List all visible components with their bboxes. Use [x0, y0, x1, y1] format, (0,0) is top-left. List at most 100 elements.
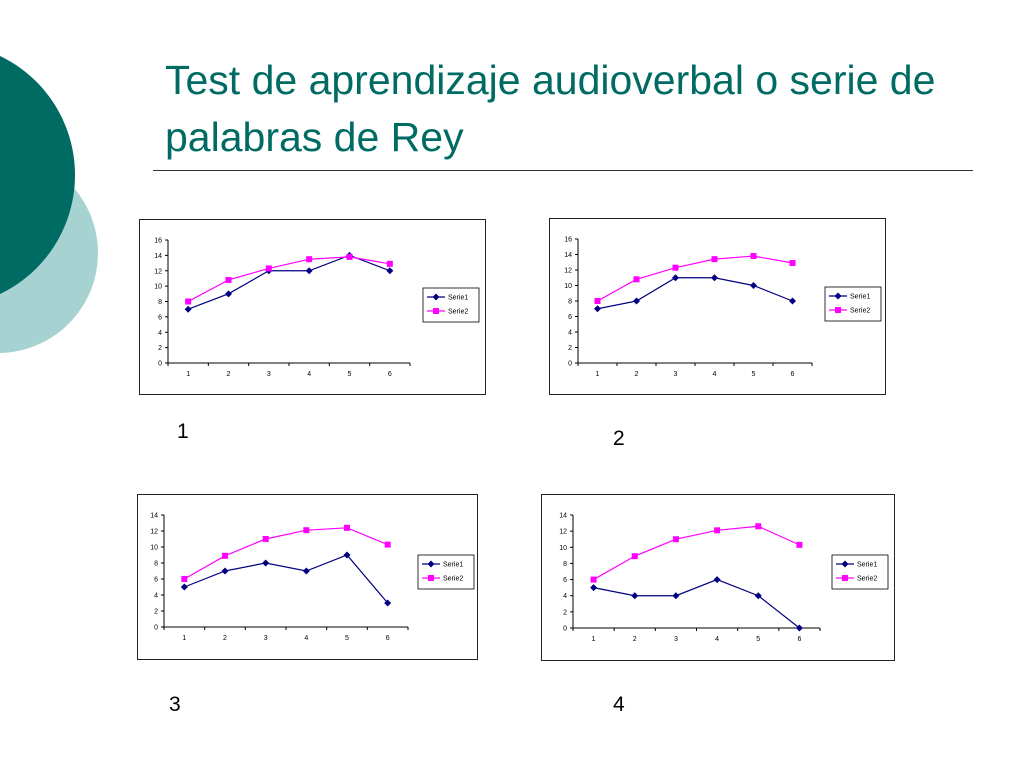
- x-tick-label: 4: [304, 635, 308, 642]
- data-point-serie1: [225, 290, 232, 298]
- title-divider: [153, 170, 973, 171]
- data-point-serie1: [672, 592, 680, 600]
- data-point-serie2: [306, 256, 313, 263]
- x-tick-label: 5: [752, 371, 756, 378]
- x-tick-label: 1: [596, 371, 600, 378]
- chart-3: 0 2 4 6 8 10 12 14 1 2 3 4 5 6 Serie1 Serie2: [137, 494, 478, 660]
- y-tick-label: 10: [559, 545, 567, 552]
- data-point-serie2: [789, 260, 796, 267]
- x-tick-label: 3: [674, 371, 678, 378]
- data-point-serie2: [262, 536, 269, 542]
- data-point-serie1: [754, 592, 762, 600]
- x-tick-label: 1: [186, 371, 190, 378]
- y-tick-label: 16: [154, 238, 162, 245]
- legend-swatch-marker: [835, 307, 841, 313]
- y-tick-label: 0: [158, 361, 162, 368]
- series-line-serie1: [597, 277, 793, 310]
- slide-title: Test de aprendizaje audioverbal o serie …: [165, 57, 936, 160]
- data-point-serie2: [711, 256, 718, 263]
- data-point-serie1: [672, 274, 679, 282]
- x-tick-label: 1: [182, 635, 186, 642]
- legend-swatch-marker: [841, 560, 849, 568]
- y-tick-label: 8: [158, 299, 162, 306]
- data-point-serie1: [795, 624, 803, 632]
- legend-swatch-marker: [433, 308, 439, 314]
- legend-label: Serie1: [448, 295, 468, 302]
- data-point-serie2: [185, 298, 192, 305]
- legend-label: Serie1: [443, 562, 463, 569]
- legend-box: [422, 287, 480, 323]
- caption-1: 1: [177, 420, 189, 443]
- y-tick-label: 0: [154, 625, 158, 632]
- data-point-serie1: [789, 297, 796, 305]
- data-point-serie1: [221, 567, 229, 575]
- y-tick-label: 14: [154, 253, 162, 260]
- series-line-serie2: [597, 255, 793, 302]
- legend-swatch-marker: [428, 575, 434, 581]
- x-tick-label: 5: [345, 635, 349, 642]
- data-point-serie2: [750, 253, 757, 260]
- x-tick-label: 6: [791, 371, 795, 378]
- data-point-serie2: [672, 536, 679, 543]
- y-tick-label: 12: [559, 529, 567, 536]
- data-point-serie1: [302, 567, 310, 575]
- x-tick-label: 2: [635, 371, 639, 378]
- data-point-serie1: [750, 282, 757, 289]
- data-point-serie2: [344, 524, 350, 531]
- data-point-serie1: [305, 267, 313, 275]
- legend-label: Serie2: [448, 309, 468, 316]
- series-line-serie2: [184, 527, 388, 580]
- data-point-serie2: [386, 260, 393, 267]
- y-tick-label: 2: [568, 345, 572, 352]
- data-point-serie2: [265, 265, 272, 272]
- data-point-serie1: [386, 267, 394, 275]
- data-point-serie2: [222, 552, 228, 559]
- y-tick-label: 6: [154, 577, 158, 584]
- data-point-serie1: [262, 559, 270, 567]
- data-point-serie2: [755, 523, 762, 530]
- data-point-serie2: [181, 576, 188, 582]
- data-point-serie1: [590, 584, 598, 592]
- data-point-serie1: [713, 576, 721, 584]
- y-tick-label: 0: [563, 626, 567, 633]
- data-point-serie1: [711, 274, 718, 282]
- y-tick-label: 0: [568, 361, 572, 368]
- y-tick-label: 8: [563, 561, 567, 568]
- y-tick-label: 6: [158, 314, 162, 321]
- x-tick-label: 3: [674, 636, 678, 643]
- y-tick-label: 12: [154, 268, 162, 275]
- x-tick-label: 1: [592, 636, 596, 643]
- y-tick-label: 4: [568, 330, 572, 337]
- x-tick-label: 2: [227, 371, 231, 378]
- decorative-circles: [0, 55, 98, 353]
- series-line-serie2: [593, 525, 800, 581]
- data-point-serie1: [184, 305, 192, 313]
- y-tick-label: 8: [154, 561, 158, 568]
- x-tick-label: 6: [388, 371, 392, 378]
- legend-label: Serie2: [857, 576, 877, 583]
- y-tick-label: 6: [568, 314, 572, 321]
- y-tick-label: 14: [150, 513, 158, 520]
- y-tick-label: 2: [563, 609, 567, 616]
- caption-3: 3: [169, 693, 181, 716]
- data-point-serie2: [225, 276, 232, 283]
- data-point-serie2: [796, 541, 803, 548]
- data-point-serie1: [633, 297, 640, 305]
- legend-swatch-marker: [834, 292, 842, 300]
- y-tick-label: 12: [564, 268, 572, 275]
- caption-4: 4: [613, 693, 625, 716]
- y-tick-label: 14: [559, 513, 567, 520]
- legend-swatch-marker: [842, 575, 848, 581]
- data-point-serie2: [633, 276, 640, 283]
- x-tick-label: 3: [264, 635, 268, 642]
- legend-label: Serie1: [850, 294, 870, 301]
- chart-4: 0 2 4 6 8 10 12 14 1 2 3 4 5 6 Serie1 Serie2: [541, 494, 895, 661]
- y-tick-label: 14: [564, 252, 572, 259]
- series-line-serie1: [593, 578, 800, 629]
- chart-1: 0 2 4 6 8 10 12 14 16 1 2 3 4 5 6 Serie1 Serie2: [139, 219, 486, 395]
- data-point-serie1: [631, 592, 639, 600]
